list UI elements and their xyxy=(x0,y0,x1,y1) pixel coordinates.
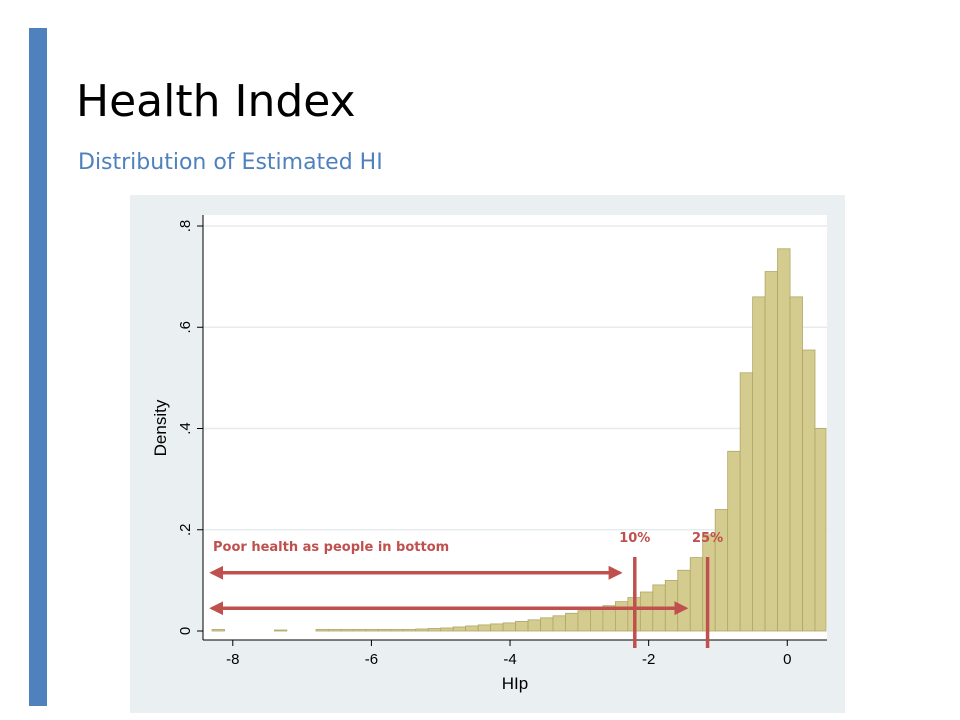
histogram-bar xyxy=(565,612,579,632)
axes: 0 .2 .4 .6 .8 -8 -6 -4 -2 0 xyxy=(177,215,827,668)
histogram-bar xyxy=(540,617,554,632)
x-tick-label: -2 xyxy=(642,651,655,668)
slide-title: Health Index xyxy=(76,76,356,127)
histogram-bar xyxy=(802,349,816,632)
histogram-bar xyxy=(739,372,754,632)
histogram-bar xyxy=(211,629,225,632)
histogram-bar xyxy=(777,248,791,632)
y-tick-label: 0 xyxy=(177,627,194,635)
y-tick-label: .2 xyxy=(177,523,194,536)
histogram-bar xyxy=(789,296,803,632)
percentile-label: 25% xyxy=(692,531,723,546)
y-tick-label: .4 xyxy=(177,422,194,435)
histogram-bar xyxy=(664,579,679,632)
histogram-bar xyxy=(639,591,654,632)
histogram-bar xyxy=(502,622,516,632)
histogram-bar xyxy=(752,296,766,632)
histogram-bar xyxy=(315,629,329,632)
histogram-bar xyxy=(714,509,729,632)
histogram-bar xyxy=(552,615,566,632)
x-tick-label: -8 xyxy=(226,651,239,668)
histogram-bar xyxy=(465,625,479,632)
histogram-bar xyxy=(515,620,529,632)
histogram-bar xyxy=(490,623,504,632)
x-axis-label: HIp xyxy=(502,674,528,693)
histogram-bar xyxy=(677,569,691,632)
histogram-bar xyxy=(415,628,429,632)
histogram-bar xyxy=(689,557,704,632)
histogram-bar xyxy=(352,629,367,632)
histogram-bar xyxy=(328,629,342,632)
accent-bar xyxy=(29,28,47,706)
histogram-bar xyxy=(273,629,288,632)
histogram-bar xyxy=(440,627,454,632)
y-axis-label: Density xyxy=(151,399,170,456)
histogram-bar xyxy=(340,629,354,632)
slide-subtitle: Distribution of Estimated HI xyxy=(78,150,383,175)
histogram-bar xyxy=(402,629,417,632)
histogram-bar xyxy=(390,629,404,632)
histogram-bar xyxy=(377,629,392,632)
histogram-bar xyxy=(764,271,778,632)
histogram-bar xyxy=(527,619,541,632)
histogram-bar xyxy=(452,626,467,632)
histogram-bar xyxy=(614,601,629,632)
histogram-bar xyxy=(427,628,442,632)
histogram-bar xyxy=(727,450,741,632)
y-tick-label: .6 xyxy=(177,321,194,334)
histogram-bar xyxy=(590,607,604,632)
y-tick-label: .8 xyxy=(177,220,194,233)
histogram-bar xyxy=(365,629,379,632)
histogram-chart: 0 .2 .4 .6 .8 -8 -6 -4 -2 0 10% 25% Poor health as … xyxy=(151,215,827,693)
histogram-bar xyxy=(477,624,492,632)
annotation-caption: Poor health as people in bottom xyxy=(213,540,449,555)
histogram-bar xyxy=(814,428,827,632)
annotations: 10% 25% Poor health as people in bottom xyxy=(209,531,723,648)
percentile-label: 10% xyxy=(619,531,650,546)
x-tick-label: 0 xyxy=(783,651,791,668)
x-tick-label: -6 xyxy=(365,651,378,668)
histogram-bar xyxy=(577,610,591,632)
x-tick-label: -4 xyxy=(503,651,516,668)
